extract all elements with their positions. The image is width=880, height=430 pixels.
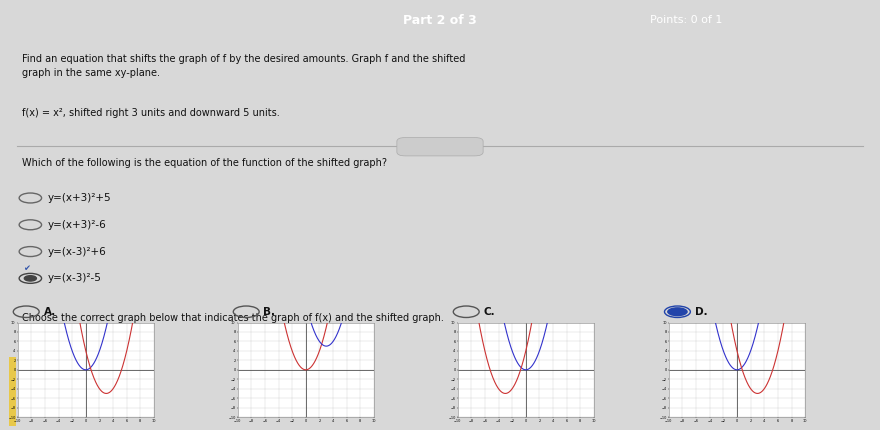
Text: Choose the correct graph below that indicates the graph of f(x) and the shifted : Choose the correct graph below that indi… <box>22 313 444 323</box>
Circle shape <box>25 276 36 281</box>
Text: y=(x-3)²-5: y=(x-3)²-5 <box>48 273 101 283</box>
Text: C.: C. <box>483 307 495 317</box>
Text: Part 2 of 3: Part 2 of 3 <box>403 14 477 27</box>
Text: f(x) = x², shifted right 3 units and downward 5 units.: f(x) = x², shifted right 3 units and dow… <box>22 108 280 118</box>
Text: D.: D. <box>694 307 708 317</box>
Text: B.: B. <box>263 307 275 317</box>
Text: y=(x+3)²-6: y=(x+3)²-6 <box>48 220 106 230</box>
Text: Which of the following is the equation of the function of the shifted graph?: Which of the following is the equation o… <box>22 158 386 168</box>
Text: Find an equation that shifts the graph of f by the desired amounts. Graph f and : Find an equation that shifts the graph o… <box>22 55 466 78</box>
Circle shape <box>667 307 688 316</box>
Text: y=(x-3)²+6: y=(x-3)²+6 <box>48 246 106 257</box>
Text: y=(x+3)²+5: y=(x+3)²+5 <box>48 193 111 203</box>
FancyBboxPatch shape <box>397 138 483 156</box>
Text: ✔: ✔ <box>23 264 30 273</box>
Text: A.: A. <box>43 307 55 317</box>
Text: Points: 0 of 1: Points: 0 of 1 <box>650 15 722 25</box>
FancyBboxPatch shape <box>9 357 16 426</box>
